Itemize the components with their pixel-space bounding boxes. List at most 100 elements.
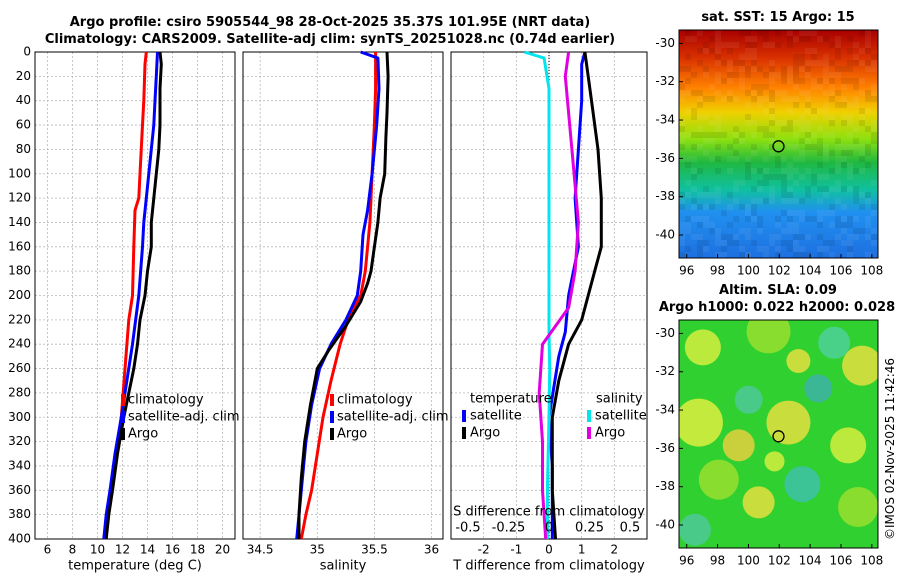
sst-texture-cell: [859, 168, 865, 174]
sla-map-image: [679, 320, 878, 548]
sst-texture-cell: [835, 222, 841, 228]
sst-texture-cell: [757, 102, 763, 108]
sst-texture-cell: [787, 174, 793, 180]
sst-texture-cell: [697, 96, 703, 102]
sst-texture-cell: [703, 192, 709, 198]
depth-tick-label: 160: [8, 239, 31, 253]
sst-texture-cell: [829, 132, 835, 138]
sst-texture-cell: [793, 66, 799, 72]
sst-texture-cell: [679, 66, 685, 72]
sst-texture-cell: [739, 204, 745, 210]
sst-texture-cell: [805, 138, 811, 144]
sst-texture-cell: [829, 168, 835, 174]
sst-texture-cell: [793, 210, 799, 216]
sst-texture-cell: [739, 228, 745, 234]
sst-texture-cell: [775, 144, 781, 150]
sst-texture-cell: [817, 246, 823, 252]
sst-texture-cell: [745, 204, 751, 210]
sst-texture-cell: [733, 126, 739, 132]
sst-texture-cell: [703, 216, 709, 222]
sst-texture-cell: [715, 42, 721, 48]
sst-texture-cell: [751, 198, 757, 204]
sst-texture-cell: [769, 138, 775, 144]
sst-texture-cell: [739, 66, 745, 72]
sst-texture-cell: [691, 216, 697, 222]
map-x-tick-label: 104: [799, 264, 822, 278]
sst-texture-cell: [697, 216, 703, 222]
argo-position-marker: [772, 140, 785, 153]
sst-texture-cell: [703, 204, 709, 210]
sst-texture-cell: [763, 180, 769, 186]
sst-texture-cell: [697, 60, 703, 66]
legend-label: satellite-adj. clim: [337, 410, 449, 425]
sst-texture-cell: [841, 204, 847, 210]
map-x-tick-label: 102: [768, 554, 791, 568]
sst-texture-cell: [847, 174, 853, 180]
sst-texture-cell: [751, 168, 757, 174]
sst-texture-cell: [847, 78, 853, 84]
sst-texture-cell: [781, 90, 787, 96]
sst-texture-cell: [727, 66, 733, 72]
sst-texture-cell: [865, 192, 871, 198]
sst-texture-cell: [769, 108, 775, 114]
sst-texture-cell: [835, 42, 841, 48]
panel-frame: [34, 51, 236, 540]
sst-texture-cell: [685, 246, 691, 252]
argo-position-marker: [772, 430, 785, 443]
sst-texture-cell: [811, 78, 817, 84]
sst-texture-cell: [811, 216, 817, 222]
sst-texture-cell: [859, 30, 865, 36]
sst-texture-cell: [853, 216, 859, 222]
sst-texture-cell: [859, 78, 865, 84]
sst-texture-cell: [799, 210, 805, 216]
sst-texture-cell: [775, 156, 781, 162]
sst-texture-cell: [781, 180, 787, 186]
sst-texture-cell: [775, 72, 781, 78]
sst-texture-cell: [811, 108, 817, 114]
sla-blob: [679, 398, 723, 447]
sst-texture-cell: [853, 84, 859, 90]
sst-texture-cell: [769, 60, 775, 66]
sst-texture-cell: [757, 198, 763, 204]
sst-texture-cell: [787, 162, 793, 168]
sst-texture-cell: [805, 48, 811, 54]
sst-texture-cell: [727, 204, 733, 210]
sst-texture-cell: [865, 108, 871, 114]
sst-texture-cell: [847, 66, 853, 72]
sst-texture-cell: [841, 96, 847, 102]
sst-texture-cell: [787, 198, 793, 204]
sst-texture-cell: [733, 180, 739, 186]
sst-texture-cell: [871, 180, 877, 186]
sst-texture-cell: [871, 60, 877, 66]
legend-swatch: [330, 394, 334, 406]
sst-texture-cell: [757, 222, 763, 228]
sst-texture-cell: [841, 114, 847, 120]
sst-texture-cell: [769, 174, 775, 180]
sst-texture-cell: [817, 198, 823, 204]
sst-texture-cell: [811, 54, 817, 60]
sst-texture-cell: [727, 192, 733, 198]
sst-texture-cell: [823, 60, 829, 66]
sst-texture-cell: [763, 168, 769, 174]
sst-texture-cell: [835, 234, 841, 240]
sst-texture-cell: [853, 198, 859, 204]
sst-texture-cell: [817, 144, 823, 150]
sst-texture-cell: [871, 66, 877, 72]
top-tick-label: 0.5: [620, 521, 641, 536]
sst-texture-cell: [697, 132, 703, 138]
sst-texture-cell: [799, 252, 805, 258]
legend-title-temperature: temperature: [470, 392, 552, 407]
sst-texture-cell: [853, 144, 859, 150]
sst-texture-cell: [823, 102, 829, 108]
sst-texture-cell: [763, 132, 769, 138]
sst-texture-cell: [811, 30, 817, 36]
sst-texture-cell: [775, 222, 781, 228]
sst-texture-cell: [709, 120, 715, 126]
sst-texture-cell: [751, 36, 757, 42]
sst-texture-cell: [805, 102, 811, 108]
sst-texture-cell: [745, 120, 751, 126]
sst-texture-cell: [853, 168, 859, 174]
series-line-argo: [104, 51, 163, 540]
sst-texture-cell: [715, 120, 721, 126]
sst-texture-cell: [715, 234, 721, 240]
